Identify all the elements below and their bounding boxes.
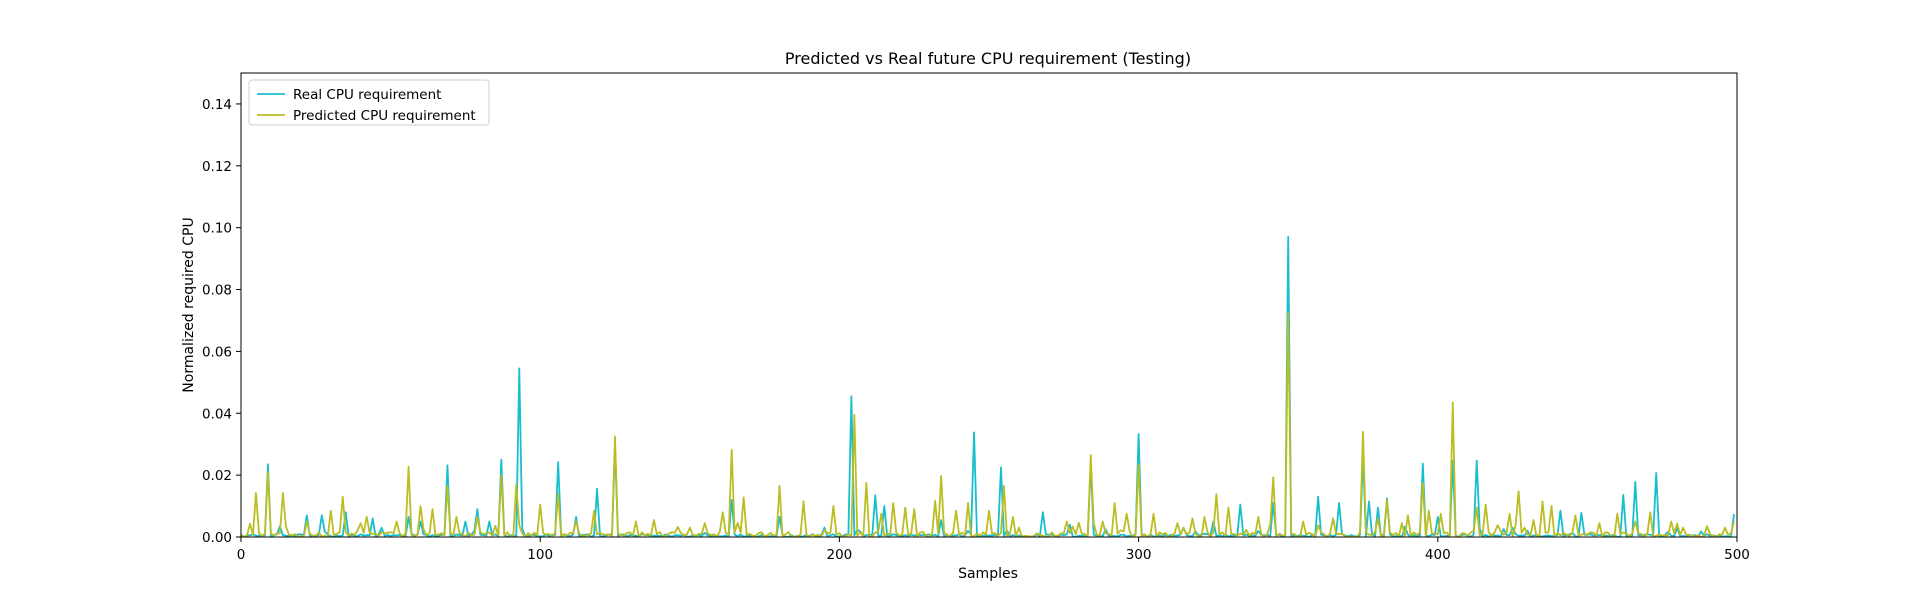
chart-title: Predicted vs Real future CPU requirement… (785, 49, 1191, 68)
legend-box (248, 79, 490, 126)
plot-frame (240, 72, 1738, 538)
y-axis-label: Normalized required CPU (181, 217, 197, 392)
series-layer (241, 236, 1735, 537)
y-tick-label: 0.00 (202, 530, 232, 546)
legend: Real CPU requirement Predicted CPU requir… (248, 79, 490, 126)
series-line-real (241, 236, 1735, 537)
y-tick-label: 0.12 (202, 159, 232, 175)
y-tick-label: 0.10 (202, 221, 232, 237)
y-tick-label: 0.02 (202, 468, 232, 484)
axes-layer: 0 100 200 300 400 500 0.00 0.02 0.04 0.06 0.08 0.10… (202, 97, 1750, 563)
y-tick-label: 0.14 (202, 97, 232, 113)
legend-label-predicted: Predicted CPU requirement (293, 108, 476, 124)
series-line-predicted (241, 311, 1735, 537)
x-tick-label: 400 (1425, 547, 1451, 563)
legend-label-real: Real CPU requirement (293, 87, 441, 103)
x-tick-label: 200 (827, 547, 853, 563)
x-tick-label: 300 (1126, 547, 1152, 563)
y-tick-label: 0.08 (202, 283, 232, 299)
x-tick-label: 100 (527, 547, 553, 563)
x-tick-label: 500 (1724, 547, 1750, 563)
x-tick-label: 0 (237, 547, 246, 563)
y-tick-label: 0.04 (202, 406, 232, 422)
x-axis-label: Samples (958, 566, 1018, 582)
y-tick-label: 0.06 (202, 344, 232, 360)
